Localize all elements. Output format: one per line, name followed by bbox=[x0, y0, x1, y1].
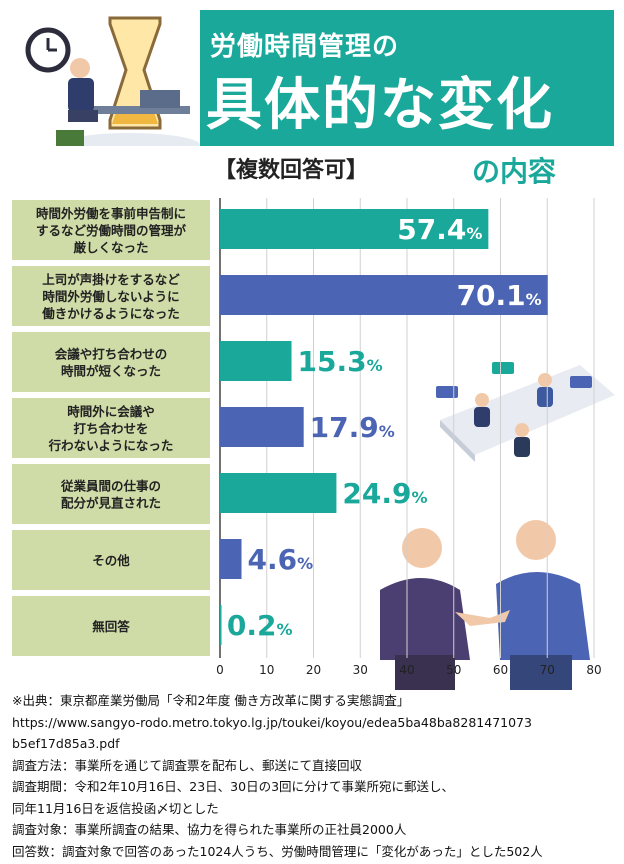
category-label: 配分が見直された bbox=[61, 496, 161, 511]
value-unit: % bbox=[466, 224, 482, 243]
title-tail: の内容 bbox=[472, 155, 557, 188]
note-url: https://www.sangyo-rodo.metro.tokyo.lg.j… bbox=[12, 714, 532, 730]
title-line1: 労働時間管理の bbox=[210, 32, 400, 62]
handshake-illustration bbox=[380, 520, 590, 690]
note-method: 調査方法：事業所を通じて調査票を配布し、郵送にて直接回収 bbox=[12, 757, 363, 773]
value-label: 15.3% bbox=[298, 345, 383, 378]
category-label: 働きかけるようになった bbox=[41, 306, 180, 321]
x-tick-label: 40 bbox=[399, 663, 414, 677]
note-source: ※出典：東京都産業労働局「令和2年度 働き方改革に関する実態調査」 bbox=[12, 693, 410, 708]
x-tick-label: 60 bbox=[493, 663, 508, 677]
bar bbox=[220, 605, 222, 645]
bar bbox=[220, 209, 489, 249]
category-label-box bbox=[12, 596, 210, 656]
source-notes: ※出典：東京都産業労働局「令和2年度 働き方改革に関する実態調査」 https:… bbox=[12, 690, 612, 862]
subtitle: 【複数回答可】 bbox=[214, 158, 369, 183]
note-period: 調査期間：令和2年10月16日、23日、30日の3回に分けて事業所宛に郵送し、 bbox=[12, 779, 455, 794]
category-label-box bbox=[12, 530, 210, 590]
meeting-illustration bbox=[436, 362, 615, 462]
category-label-box bbox=[12, 464, 210, 524]
category-label-box bbox=[12, 332, 210, 392]
illustration-area bbox=[10, 10, 200, 160]
category-label: 時間外に会議や bbox=[67, 404, 155, 419]
worker-illustration bbox=[25, 16, 200, 157]
x-tick-label: 70 bbox=[540, 663, 555, 677]
category-label-box bbox=[12, 200, 210, 260]
bar bbox=[220, 539, 242, 579]
value-label: 57.4% bbox=[397, 213, 482, 246]
category-label-box bbox=[12, 266, 210, 326]
x-tick-label: 0 bbox=[216, 663, 224, 677]
category-label: 打ち合わせを bbox=[73, 421, 148, 436]
note-period-cont: 同年11月16日を返信投函〆切とした bbox=[12, 800, 219, 816]
category-label: するなど労働時間の管理が bbox=[36, 223, 187, 238]
note-responses: 回答数：調査対象で回答のあった1024人うち、労働時間管理に「変化があった」とし… bbox=[12, 843, 543, 859]
category-label: その他 bbox=[92, 553, 130, 568]
category-label: 上司が声掛けをするなど bbox=[42, 272, 180, 287]
subtitle-bar bbox=[10, 146, 614, 186]
x-tick-label: 30 bbox=[353, 663, 368, 677]
value-label: 4.6% bbox=[248, 543, 314, 576]
value-label: 24.9% bbox=[342, 477, 427, 510]
value-unit: % bbox=[277, 620, 293, 639]
bar-chart: 時間外労働を事前申告制にするなど労働時間の管理が厳しくなった上司が声掛けをするな… bbox=[12, 198, 615, 690]
category-label: 時間外労働を事前申告制に bbox=[36, 206, 186, 221]
title-line2: 具体的な変化 bbox=[206, 73, 554, 138]
bar bbox=[220, 341, 292, 381]
note-url-cont: b5ef17d85a3.pdf bbox=[12, 736, 120, 751]
x-tick-label: 50 bbox=[446, 663, 461, 677]
note-target: 調査対象：事業所調査の結果、協力を得られた事業所の正社員2000人 bbox=[12, 822, 407, 837]
value-unit: % bbox=[367, 356, 383, 375]
bar bbox=[220, 275, 548, 315]
category-label: 無回答 bbox=[92, 619, 130, 634]
header: 労働時間管理の 具体的な変化 【複数回答可】 の内容 bbox=[10, 10, 614, 188]
bar bbox=[220, 407, 304, 447]
category-label: 行わないようになった bbox=[48, 438, 174, 453]
x-tick-label: 10 bbox=[259, 663, 274, 677]
value-unit: % bbox=[526, 290, 542, 309]
value-unit: % bbox=[297, 554, 313, 573]
x-tick-label: 20 bbox=[306, 663, 321, 677]
x-tick-label: 80 bbox=[586, 663, 601, 677]
category-label-box bbox=[12, 398, 210, 458]
category-label: 時間が短くなった bbox=[61, 364, 161, 379]
value-label: 17.9% bbox=[310, 411, 395, 444]
category-label: 時間外労働しないように bbox=[42, 289, 179, 304]
category-label: 従業員間の仕事の bbox=[60, 479, 161, 494]
value-label: 70.1% bbox=[457, 279, 542, 312]
category-label: 会議や打ち合わせの bbox=[55, 347, 168, 362]
value-label: 0.2% bbox=[227, 609, 293, 642]
value-unit: % bbox=[379, 422, 395, 441]
value-unit: % bbox=[412, 488, 428, 507]
category-label: 厳しくなった bbox=[73, 240, 148, 255]
bar bbox=[220, 473, 337, 513]
